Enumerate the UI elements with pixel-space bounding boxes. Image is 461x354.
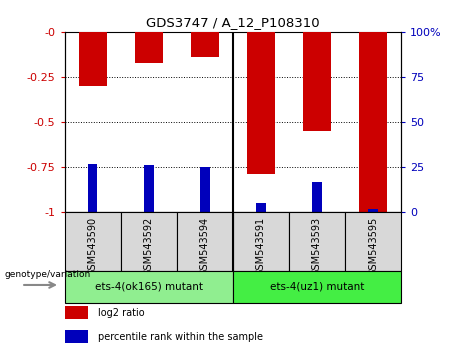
Bar bbox=[200, 167, 210, 212]
Bar bbox=[88, 164, 97, 212]
Bar bbox=[312, 182, 322, 212]
Bar bbox=[256, 203, 266, 212]
Text: genotype/variation: genotype/variation bbox=[5, 270, 91, 279]
Text: GSM543591: GSM543591 bbox=[256, 217, 266, 276]
Text: GSM543594: GSM543594 bbox=[200, 217, 210, 276]
Bar bbox=[247, 32, 275, 175]
Bar bbox=[135, 32, 163, 63]
Text: ets-4(ok165) mutant: ets-4(ok165) mutant bbox=[95, 282, 203, 292]
Title: GDS3747 / A_12_P108310: GDS3747 / A_12_P108310 bbox=[146, 16, 319, 29]
Bar bbox=[233, 271, 401, 303]
Bar bbox=[65, 212, 121, 271]
Text: log2 ratio: log2 ratio bbox=[98, 308, 145, 318]
Bar bbox=[177, 212, 233, 271]
Bar bbox=[144, 165, 154, 212]
Bar bbox=[78, 32, 106, 86]
Text: GSM543590: GSM543590 bbox=[88, 217, 98, 276]
Bar bbox=[359, 32, 387, 212]
Text: ets-4(uz1) mutant: ets-4(uz1) mutant bbox=[270, 282, 364, 292]
Bar bbox=[65, 271, 233, 303]
Bar bbox=[345, 212, 401, 271]
Bar bbox=[121, 212, 177, 271]
Bar bbox=[233, 212, 289, 271]
Text: GSM543595: GSM543595 bbox=[368, 217, 378, 276]
Text: GSM543592: GSM543592 bbox=[144, 217, 154, 276]
Bar bbox=[191, 32, 219, 57]
Bar bbox=[303, 32, 331, 131]
Bar bbox=[368, 209, 378, 212]
Bar bbox=[65, 306, 88, 319]
Text: GSM543593: GSM543593 bbox=[312, 217, 322, 276]
Bar bbox=[65, 330, 88, 343]
Bar bbox=[289, 212, 345, 271]
Text: percentile rank within the sample: percentile rank within the sample bbox=[98, 332, 263, 342]
